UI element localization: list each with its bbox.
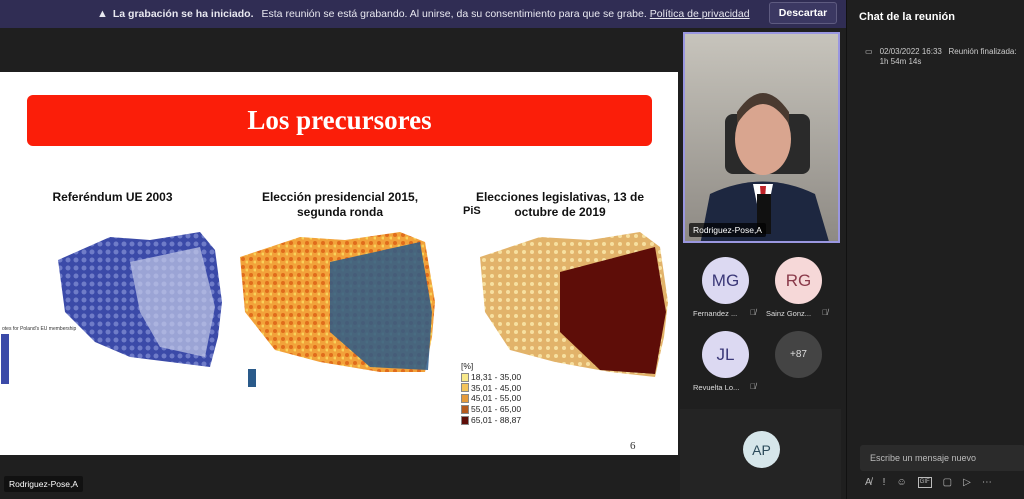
mic-off-icon: 🎙̸	[750, 382, 756, 391]
participant-name: Revuelta Lo...	[693, 383, 740, 392]
legend-title-2003: otes for Poland's EU membership	[2, 326, 77, 332]
mic-off-icon: 🎙̸	[822, 308, 828, 317]
page-number: 6	[630, 440, 636, 452]
avatar[interactable]: JL	[702, 331, 749, 378]
warning-icon: ▲	[97, 8, 108, 20]
legend-row: 55,01 - 65,00	[461, 404, 521, 415]
maps	[1, 232, 668, 387]
emoji-icon[interactable]: ☺	[896, 477, 907, 488]
event-text: Reunión finalizada: 1h 54m 14s	[879, 47, 1017, 66]
legend-row: 65,01 - 88,87	[461, 415, 521, 426]
presenter-name: Rodriguez-Pose,A	[689, 223, 766, 237]
recording-banner: ▲ La grabación se ha iniciado. Esta reun…	[0, 0, 846, 28]
format-icon[interactable]: A̸	[865, 477, 872, 488]
dismiss-button[interactable]: Descartar	[769, 2, 837, 24]
self-avatar: AP	[743, 431, 780, 468]
shared-slide: Los precursores Referéndum UE 2003 Elecc…	[0, 72, 678, 455]
mic-off-icon: 🎙̸	[750, 308, 756, 317]
legend-row: 45,01 - 55,00	[461, 393, 521, 404]
meeting-ended-event: ▭ 02/03/2022 16:33 Reunión finalizada: 1…	[865, 47, 1024, 67]
avatar[interactable]: MG	[702, 257, 749, 304]
priority-icon[interactable]: !	[882, 477, 886, 488]
participant-name: Sainz Gonz...	[766, 309, 812, 318]
map-title-3: Elecciones legislativas, 13 de octubre d…	[475, 190, 645, 219]
chat-panel: Chat de la reunión ▭ 02/03/2022 16:33 Re…	[846, 0, 1024, 499]
privacy-link[interactable]: Política de privacidad	[649, 8, 750, 20]
slide-title: Los precursores	[27, 95, 652, 146]
message-input[interactable]: Escribe un mensaje nuevo	[860, 445, 1024, 471]
map-title-2: Elección presidencial 2015, segunda rond…	[261, 190, 419, 219]
chat-title: Chat de la reunión	[859, 11, 955, 23]
gif-icon[interactable]: GIF	[917, 477, 932, 488]
avatar[interactable]: RG	[775, 257, 822, 304]
more-participants[interactable]: +87	[775, 331, 822, 378]
legend-swatch-2003	[1, 334, 9, 384]
legend-unit: [%]	[461, 361, 474, 371]
video-camera-icon: ▭	[865, 47, 873, 56]
event-date: 02/03/2022 16:33	[879, 47, 942, 56]
legend-2019: [%] 18,31 - 35,00 35,01 - 45,00 45,01 - …	[461, 361, 521, 426]
sticker-icon[interactable]: ▢	[942, 477, 953, 488]
presenter-image	[700, 93, 829, 241]
presenter-video[interactable]: Rodriguez-Pose,A	[683, 32, 840, 243]
participant-name: Fernandez ...	[693, 309, 738, 318]
legend-row: 18,31 - 35,00	[461, 372, 521, 383]
party-label: PiS	[463, 205, 481, 217]
self-video-tile: AP	[680, 409, 841, 499]
legend-row: 35,01 - 45,00	[461, 383, 521, 394]
map-title-1: Referéndum UE 2003	[52, 190, 173, 204]
compose-toolbar: A̸ ! ☺ GIF ▢ ▷ ⋯	[865, 477, 992, 488]
more-options-icon[interactable]: ⋯	[981, 477, 992, 488]
legend-swatch-2015	[248, 369, 256, 387]
recording-title: La grabación se ha iniciado.	[112, 8, 254, 20]
presenter-label: Rodriguez-Pose,A	[4, 476, 83, 492]
send-icon[interactable]: ▷	[963, 477, 971, 488]
recording-message: Esta reunión se está grabando. Al unirse…	[261, 8, 647, 20]
